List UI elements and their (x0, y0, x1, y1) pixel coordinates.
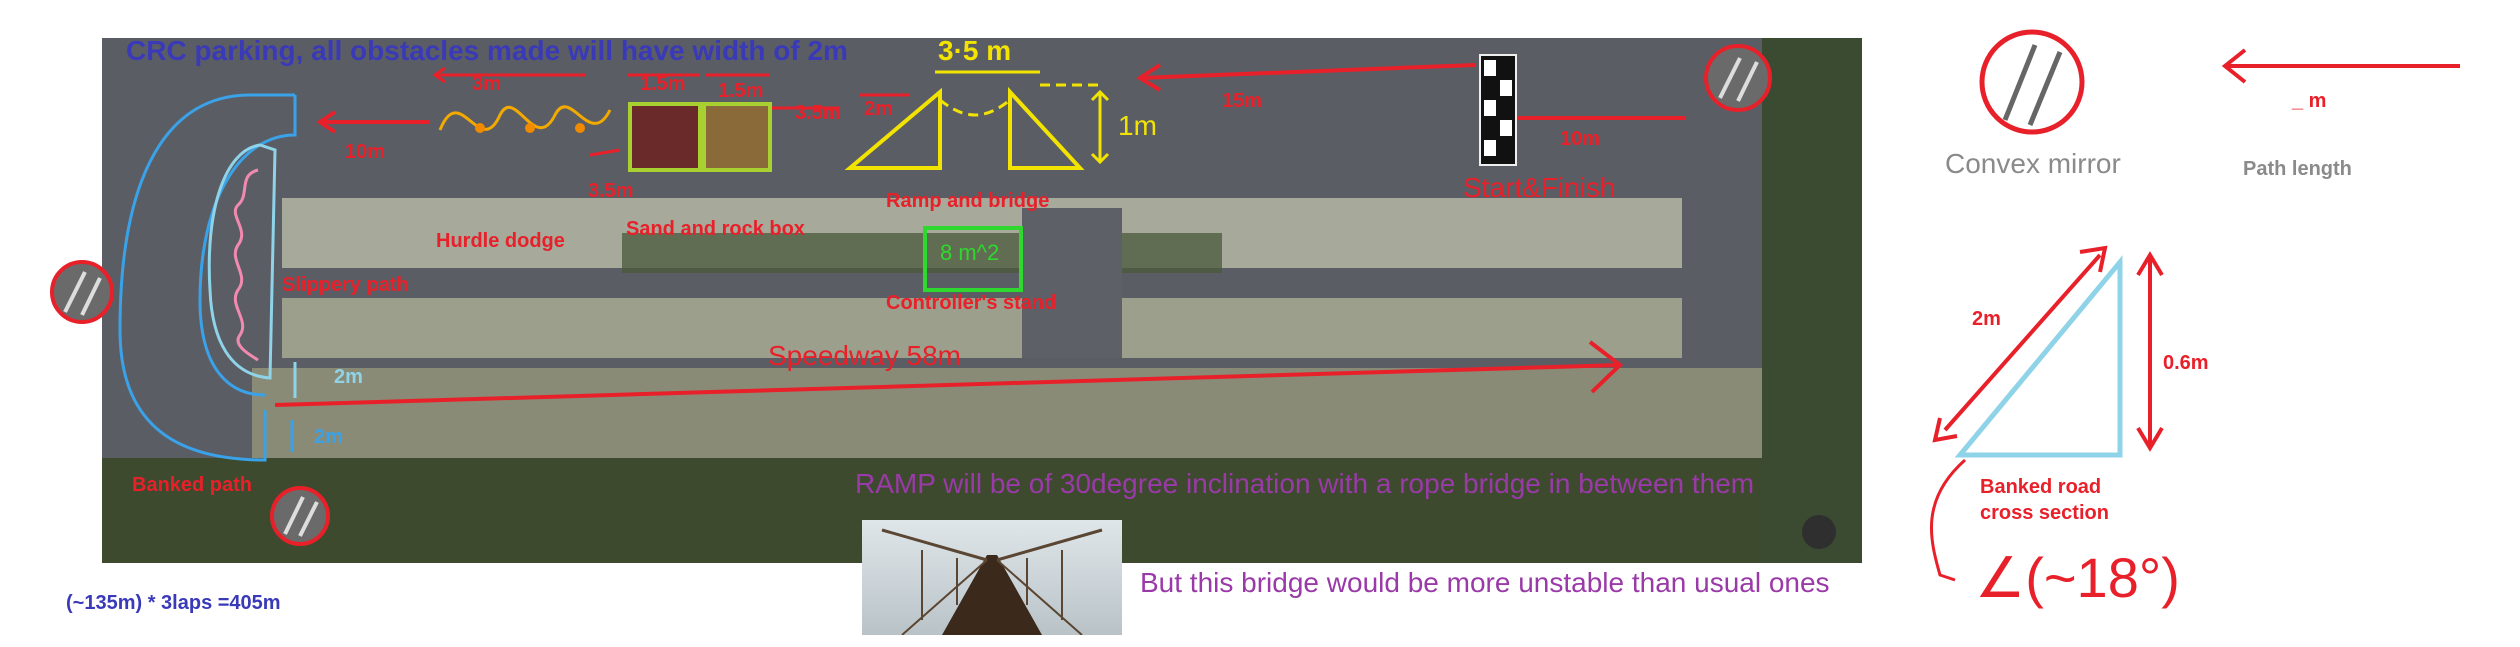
laps-total: (~135m) * 3laps =405m (66, 592, 281, 614)
label-speedway: Speedway 58m (768, 340, 962, 371)
label-10m-left: 10m (345, 141, 386, 163)
legend-convex-mirror-label: Convex mirror (1945, 148, 2121, 179)
label-sand-rock-box: Sand and rock box (626, 218, 805, 240)
label-slippery-path: Slippery path (282, 274, 409, 296)
label-controller-stand: Controller's stand (886, 292, 1057, 314)
rope-bridge-photo (862, 520, 1122, 635)
label-15m: 15m (1222, 90, 1263, 112)
label-1m: 1m (1118, 110, 1157, 141)
label-3-5m-b: 3.5m (588, 180, 634, 202)
label-1-5m-a: 1.5m (640, 73, 686, 95)
label-start-finish: Start&Finish (1463, 172, 1616, 203)
cross-section-hyp-arrow (1943, 253, 2102, 432)
rock-box (702, 102, 772, 172)
ramp-left (844, 87, 942, 170)
label-hurdle-dodge: Hurdle dodge (436, 230, 565, 252)
cross-section-angle: ∠(~18°) (1975, 546, 2180, 609)
banked-path-outline (118, 93, 295, 462)
label-3-5m-a: 3.5m (795, 102, 841, 124)
street-view-icon[interactable] (1802, 515, 1836, 549)
ramp-right (1008, 86, 1085, 170)
convex-mirror-top-right (1704, 44, 1772, 112)
label-banked-path: Banked path (132, 474, 253, 496)
legend-path-label: Path length (2243, 158, 2352, 180)
slippery-path-outline (207, 143, 277, 380)
label-area: 8 m^2 (940, 240, 1000, 265)
label-ramp-bridge: Ramp and bridge (886, 190, 1050, 212)
controller-stand-box (923, 226, 1023, 292)
rope-bridge-drawing (881, 528, 1103, 635)
hurdle-squiggle (438, 105, 612, 131)
legend-convex-mirror-icon (1979, 29, 2085, 135)
grass-strip-middle (282, 298, 1682, 358)
label-10m-right: 10m (1560, 128, 1601, 150)
road-cross (1022, 208, 1122, 358)
label-1-5m-b: 1.5m (718, 80, 764, 102)
speedway-arrow (274, 363, 1621, 407)
label-3m: 3m (472, 73, 501, 95)
trees-band (622, 233, 1222, 273)
trees-right (1762, 38, 1862, 563)
convex-mirror-left (50, 260, 114, 324)
convex-mirror-bottom (270, 486, 330, 546)
cross-section-label: Banked road cross section (1980, 476, 2109, 524)
cross-section-height-label: 0.6m (2163, 352, 2209, 374)
legend-path-value: _ m (2292, 90, 2327, 112)
sand-box (628, 102, 702, 172)
label-2m-upper: 2m (334, 366, 363, 388)
cross-section-hyp-label: 2m (1972, 308, 2001, 330)
bridge-note: But this bridge would be more unstable t… (1140, 567, 1830, 598)
arrow-15m (1139, 63, 1476, 80)
page-title: CRC parking, all obstacles made will hav… (126, 35, 848, 66)
slippery-squiggle (233, 168, 259, 362)
cross-section-triangle (1954, 255, 2123, 458)
label-2m-a: 2m (864, 98, 893, 120)
label-2m-lower: 2m (314, 426, 343, 448)
label-top-span: 3·5 m (938, 35, 1012, 66)
ramp-note: RAMP will be of 30degree inclination wit… (855, 468, 1755, 499)
